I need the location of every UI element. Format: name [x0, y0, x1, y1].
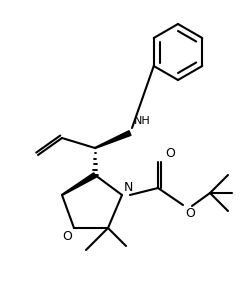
Text: O: O: [185, 207, 195, 220]
Text: O: O: [62, 230, 72, 243]
Text: N: N: [124, 181, 133, 194]
Text: NH: NH: [134, 116, 151, 126]
Polygon shape: [95, 131, 131, 149]
Polygon shape: [62, 173, 96, 195]
Text: O: O: [165, 147, 175, 160]
